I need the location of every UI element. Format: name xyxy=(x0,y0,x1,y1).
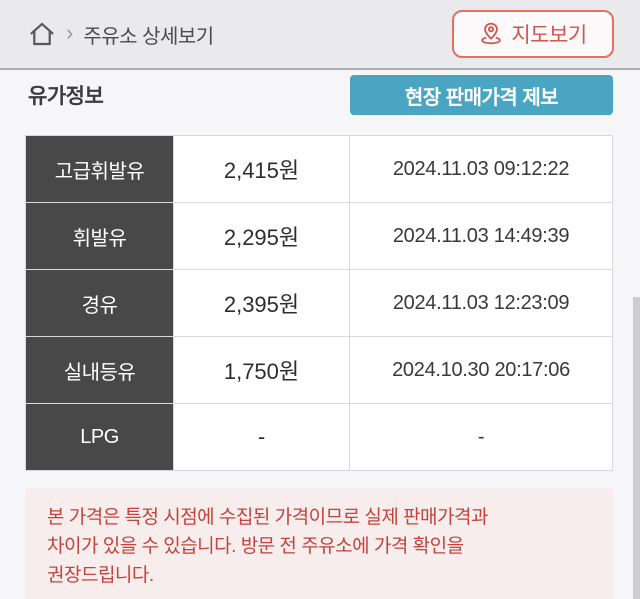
view-map-button[interactable]: 지도보기 xyxy=(452,10,614,58)
scrollbar-thumb[interactable] xyxy=(633,297,640,599)
table-row-gasoline: 휘발유 2,295원 2024.11.03 14:49:39 xyxy=(25,202,613,270)
table-row-diesel: 경유 2,395원 2024.11.03 12:23:09 xyxy=(25,269,613,337)
content-area: 유가정보 현장 판매가격 제보 고급휘발유 2,415원 2024.11.03 … xyxy=(0,75,640,599)
price-cell: 2,395원 xyxy=(173,269,350,337)
updated-time-cell: 2024.10.30 20:17:06 xyxy=(349,336,613,404)
table-row-premium-gasoline: 고급휘발유 2,415원 2024.11.03 09:12:22 xyxy=(25,135,613,203)
breadcrumb-separator-icon: › xyxy=(66,19,74,45)
report-price-button[interactable]: 현장 판매가격 제보 xyxy=(350,75,613,115)
map-pin-icon xyxy=(479,21,503,48)
fuel-price-table: 고급휘발유 2,415원 2024.11.03 09:12:22 휘발유 2,2… xyxy=(25,135,613,471)
price-cell: 1,750원 xyxy=(173,336,350,404)
breadcrumb-current: 주유소 상세보기 xyxy=(83,25,214,48)
updated-time-cell: - xyxy=(349,403,613,471)
page-title: 유가정보 xyxy=(28,85,104,108)
fuel-name-cell: LPG xyxy=(25,403,174,471)
price-cell: - xyxy=(173,403,350,471)
fuel-name-cell: 휘발유 xyxy=(25,202,174,270)
top-bar: › 주유소 상세보기 지도보기 xyxy=(0,0,640,70)
fuel-name-cell: 고급휘발유 xyxy=(25,135,174,203)
price-cell: 2,295원 xyxy=(173,202,350,270)
breadcrumb: › 주유소 상세보기 xyxy=(28,20,214,49)
fuel-name-cell: 실내등유 xyxy=(25,336,174,404)
updated-time-cell: 2024.11.03 12:23:09 xyxy=(349,269,613,337)
view-map-label: 지도보기 xyxy=(511,24,587,47)
price-disclaimer: 본 가격은 특정 시점에 수집된 가격이므로 실제 판매가격과 차이가 있을 수… xyxy=(25,488,613,599)
updated-time-cell: 2024.11.03 14:49:39 xyxy=(349,202,613,270)
home-icon[interactable] xyxy=(28,20,56,48)
price-cell: 2,415원 xyxy=(173,135,350,203)
updated-time-cell: 2024.11.03 09:12:22 xyxy=(349,135,613,203)
table-row-lpg: LPG - - xyxy=(25,403,613,471)
fuel-name-cell: 경유 xyxy=(25,269,174,337)
table-row-kerosene: 실내등유 1,750원 2024.10.30 20:17:06 xyxy=(25,336,613,404)
section-header: 유가정보 현장 판매가격 제보 xyxy=(25,75,613,115)
